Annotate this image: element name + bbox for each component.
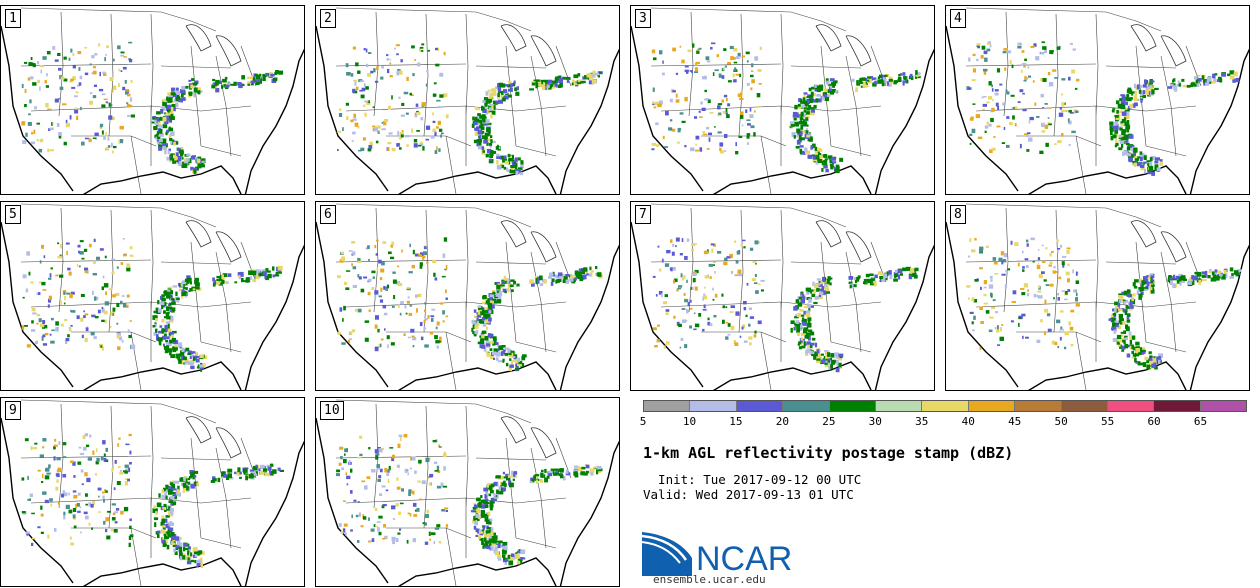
reflectivity-map — [1, 203, 304, 390]
postage-stamp-panel: 3 — [630, 5, 935, 195]
colorbar-tick-label: 25 — [822, 415, 836, 428]
postage-stamp-panel: 8 — [945, 201, 1250, 391]
panel-member-label: 3 — [635, 9, 651, 28]
init-time: Init: Tue 2017-09-12 00 UTC — [643, 472, 862, 487]
reflectivity-map — [1, 7, 304, 194]
panel-member-label: 10 — [320, 401, 344, 420]
colorbar-segment — [1154, 401, 1201, 411]
reflectivity-map — [631, 7, 934, 194]
panel-member-label: 1 — [5, 9, 21, 28]
reflectivity-map — [316, 7, 619, 194]
reflectivity-map — [1, 399, 304, 586]
colorbar-segment — [829, 401, 876, 411]
colorbar-segment — [968, 401, 1016, 411]
colorbar-tick-label: 55 — [1100, 415, 1115, 428]
panel-member-label: 2 — [320, 9, 336, 28]
colorbar-tick-label: 65 — [1193, 415, 1208, 428]
figure-title: 1-km AGL reflectivity postage stamp (dBZ… — [643, 444, 1014, 462]
panel-member-label: 5 — [5, 205, 21, 224]
panel-member-label: 6 — [320, 205, 336, 224]
postage-stamp-panel: 4 — [945, 5, 1250, 195]
reflectivity-map — [316, 203, 619, 390]
postage-stamp-panel: 7 — [630, 201, 935, 391]
postage-stamp-panel: 5 — [0, 201, 305, 391]
postage-stamp-panel: 6 — [315, 201, 620, 391]
postage-stamp-panel: 10 — [315, 397, 620, 587]
colorbar-segment — [783, 401, 830, 411]
reflectivity-map — [946, 7, 1249, 194]
colorbar-tick-label: 5 — [639, 415, 647, 428]
colorbar-segment — [1061, 401, 1108, 411]
colorbar-tick-label: 20 — [775, 415, 789, 428]
ncar-logo: NCAR — [641, 532, 792, 578]
colorbar-tick-label: 45 — [1008, 415, 1022, 428]
colorbar-segment — [1200, 401, 1247, 411]
reflectivity-map — [946, 203, 1249, 390]
colorbar-tick-label: 40 — [961, 415, 975, 428]
postage-stamp-panel: 9 — [0, 397, 305, 587]
colorbar-tick-label: 15 — [729, 415, 743, 428]
colorbar-tick-labels: 5 10 15 20 25 30 35 40 45 50 55 60 65 — [639, 415, 1247, 431]
colorbar-segment — [736, 401, 784, 411]
postage-stamp-panel: 1 — [0, 5, 305, 195]
colorbar-tick-label: 10 — [682, 415, 697, 428]
colorbar-tick-label: 35 — [915, 415, 929, 428]
panel-member-label: 4 — [950, 9, 966, 28]
postage-stamp-panel: 2 — [315, 5, 620, 195]
reflectivity-map — [316, 399, 619, 586]
logo-url: ensemble.ucar.edu — [653, 573, 766, 586]
colorbar-segment — [1107, 401, 1155, 411]
colorbar-segment — [644, 401, 691, 411]
reflectivity-colorbar — [643, 400, 1247, 412]
colorbar-tick-label: 30 — [868, 415, 882, 428]
colorbar-segment — [922, 401, 969, 411]
colorbar-tick-label: 50 — [1054, 415, 1068, 428]
reflectivity-map — [631, 203, 934, 390]
colorbar-segment — [1015, 401, 1062, 411]
panel-member-label: 9 — [5, 401, 21, 420]
colorbar-segment — [875, 401, 923, 411]
panel-member-label: 7 — [635, 205, 651, 224]
colorbar-segment — [690, 401, 737, 411]
valid-time: Valid: Wed 2017-09-13 01 UTC — [643, 487, 854, 502]
panel-member-label: 8 — [950, 205, 966, 224]
logo-wordmark: NCAR — [696, 540, 792, 576]
colorbar-tick-label: 60 — [1147, 415, 1161, 428]
